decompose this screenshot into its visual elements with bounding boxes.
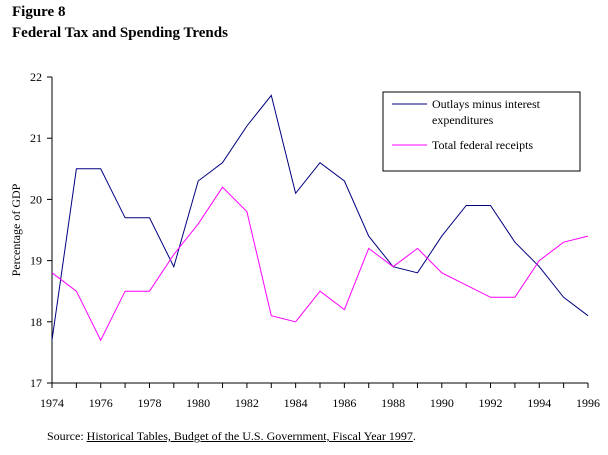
x-tick-label: 1992 xyxy=(479,396,503,410)
x-tick-label: 1978 xyxy=(137,396,161,410)
x-tick-label: 1994 xyxy=(527,396,551,410)
legend: Outlays minus interest expenditures Tota… xyxy=(382,91,581,172)
series-line-outlays xyxy=(51,94,589,341)
x-tick-label: 1988 xyxy=(381,396,405,410)
legend-label-outlays-line1: Outlays minus interest xyxy=(432,97,541,111)
x-tick-label: 1982 xyxy=(235,396,259,410)
x-tick-label: 1996 xyxy=(576,396,600,410)
x-tick-label: 1984 xyxy=(284,396,308,410)
y-axis-title: Percentage of GDP xyxy=(9,183,23,276)
x-tick-label: 1990 xyxy=(430,396,454,410)
x-tick-label: 1974 xyxy=(40,396,64,410)
y-tick-label: 20 xyxy=(30,192,42,206)
y-tick-label: 22 xyxy=(30,70,42,84)
figure-label: Figure 8 xyxy=(12,4,66,20)
legend-label-outlays-line2: expenditures xyxy=(432,113,494,127)
legend-label-receipts: Total federal receipts xyxy=(432,138,533,152)
legend-box xyxy=(382,91,581,172)
x-tick-label: 1980 xyxy=(186,396,210,410)
chart-title: Federal Tax and Spending Trends xyxy=(12,25,228,41)
x-tick-label: 1986 xyxy=(332,396,356,410)
source-link[interactable]: Historical Tables, Budget of the U.S. Go… xyxy=(86,429,413,443)
x-axis-ticks: 1974 1976 1978 1980 1982 1984 1986 1988 1990 1992… xyxy=(40,383,600,410)
y-axis-ticks: 17 18 19 20 21 22 xyxy=(30,70,52,390)
y-tick-label: 17 xyxy=(30,376,42,390)
y-tick-label: 18 xyxy=(30,315,42,329)
series-line-receipts xyxy=(51,186,589,342)
x-tick-label: 1976 xyxy=(89,396,113,410)
y-tick-label: 19 xyxy=(30,254,42,268)
line-chart: 1974 1976 1978 1980 1982 1984 1986 1988 1990 1992… xyxy=(9,70,600,410)
y-tick-label: 21 xyxy=(30,131,42,145)
source-suffix: . xyxy=(412,429,416,443)
series-lines xyxy=(51,94,589,342)
source-note: Source: Historical Tables, Budget of the… xyxy=(47,429,416,444)
source-prefix: Source: xyxy=(47,429,87,443)
